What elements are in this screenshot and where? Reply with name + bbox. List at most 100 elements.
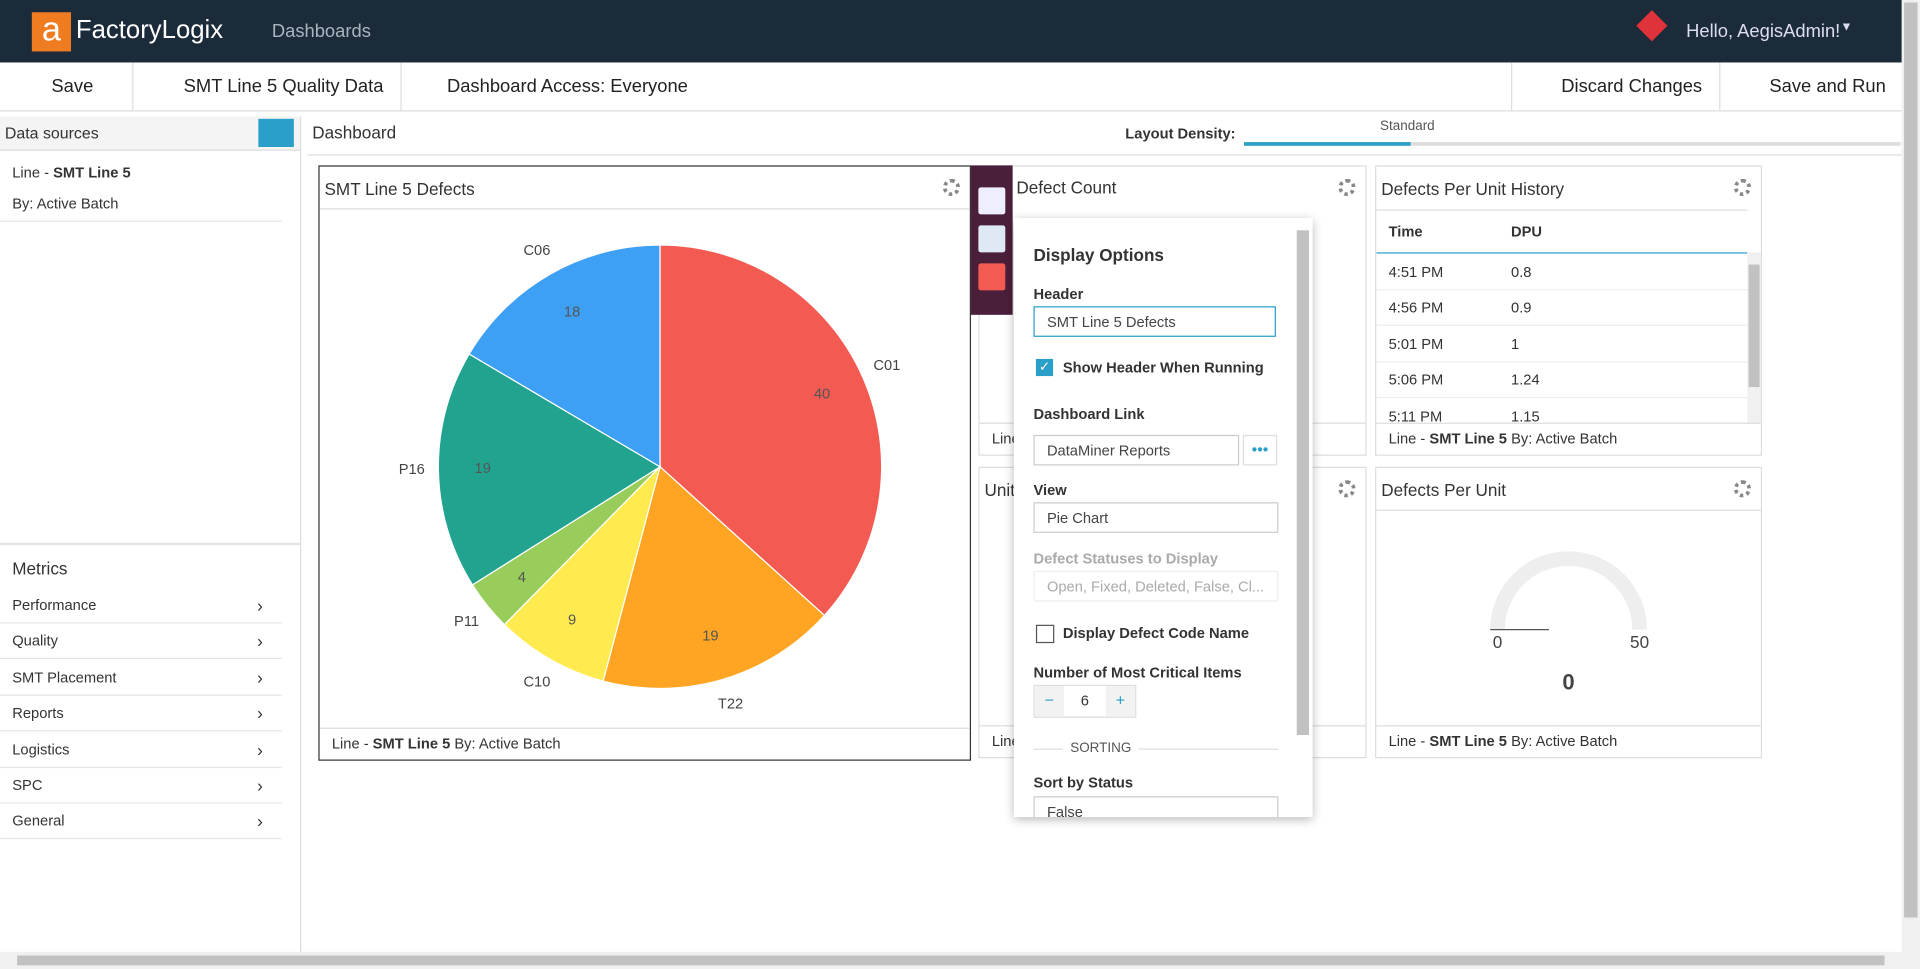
pie-slice — [659, 244, 883, 617]
metric-item[interactable]: SMT Placement — [0, 660, 282, 696]
column-header: DPU — [1511, 222, 1543, 241]
footer-line: SMT Line 5 — [1429, 429, 1507, 448]
widget-header: Defect Count — [1016, 177, 1117, 198]
save-button[interactable]: Save — [0, 62, 134, 111]
critical-value[interactable]: 6 — [1080, 692, 1089, 710]
field-label: Number of Most Critical Items — [1033, 663, 1242, 682]
source-line[interactable]: Line - SMT Line 5 — [12, 164, 130, 181]
dashboard-name[interactable]: SMT Line 5 Quality Data — [135, 62, 402, 111]
metric-item[interactable]: Quality — [0, 624, 282, 660]
gauge: 0 50 0 — [1490, 551, 1649, 695]
link-browse-button[interactable]: ••• — [1242, 434, 1278, 466]
save-run-button[interactable]: Save and Run — [1769, 75, 1886, 97]
notification-icon[interactable] — [1636, 10, 1668, 42]
chevron: › — [257, 775, 263, 796]
slice-category-label: P16 — [399, 462, 425, 478]
scrollbar[interactable] — [1296, 230, 1309, 736]
pie-chart: 40 C01 19 T22 9 C10 4 P11 19 P16 18 C06 — [399, 243, 901, 713]
widget-header: Defects Per Unit — [1381, 480, 1507, 500]
sidebar-header — [0, 116, 301, 151]
sort-select[interactable]: False — [1033, 796, 1279, 818]
metric-item[interactable]: General — [0, 804, 282, 840]
decrement-button[interactable]: − — [1034, 686, 1065, 717]
settings-icon[interactable] — [1733, 178, 1752, 196]
widget-pie[interactable]: SMT Line 5 Defects 40 C01 19 T22 9 C10 4 P11 19 P… — [318, 165, 972, 761]
table-cell: 1.15 — [1511, 407, 1540, 425]
density-slider[interactable] — [1244, 142, 1901, 146]
table-cell: 4:51 PM — [1388, 263, 1444, 281]
source-prefix: Line - — [12, 164, 54, 182]
scrollbar[interactable] — [1747, 252, 1761, 424]
metric-item[interactable]: Logistics — [0, 732, 282, 768]
logo[interactable]: a — [31, 12, 72, 52]
footer-by: By: Active Batch — [1506, 732, 1618, 750]
slice-category-label: T22 — [718, 697, 743, 713]
widget-footer: Line - SMT Line 5 By: Active Batch — [1376, 725, 1761, 757]
settings-icon[interactable] — [1338, 178, 1356, 196]
settings-icon[interactable] — [1733, 480, 1752, 498]
widget-header: SMT Line 5 Defects — [324, 178, 475, 199]
h-scrollbar[interactable] — [0, 951, 1902, 969]
pie-slice — [437, 353, 662, 586]
footer-prefix: Line - — [1388, 732, 1430, 750]
footer-prefix: Line - — [331, 735, 373, 753]
dashboard-access[interactable]: Dashboard Access: Everyone — [446, 75, 688, 97]
table-cell: 5:11 PM — [1388, 407, 1443, 425]
pie-slice — [468, 244, 661, 468]
options-button[interactable] — [978, 225, 1006, 253]
section-title: SORTING — [1062, 741, 1139, 756]
checkbox[interactable] — [1035, 624, 1055, 644]
user-menu[interactable]: Hello, AegisAdmin! — [1686, 20, 1841, 42]
slice-value-label: 4 — [518, 570, 526, 586]
add-source-button[interactable] — [258, 118, 294, 147]
nav-dashboards[interactable]: Dashboards — [271, 20, 371, 42]
table: Time DPU 4:51 PM 0.8 4:56 PM 0.9 5:01 PM 1 5:06 … — [1376, 209, 1748, 425]
widget-footer: Line - SMT Line 5 By: Active Batch — [1376, 422, 1761, 455]
row-divider — [1376, 289, 1748, 291]
density-value: Standard — [1380, 118, 1435, 134]
divider — [1376, 509, 1761, 511]
divider — [0, 220, 282, 222]
data-button[interactable] — [978, 187, 1006, 215]
metric-item[interactable]: Performance — [0, 588, 282, 624]
increment-button[interactable]: + — [1105, 686, 1136, 717]
field-label: Header — [1033, 285, 1084, 303]
slice-value-label: 18 — [564, 305, 580, 321]
gauge-max: 50 — [1630, 632, 1649, 652]
table-cell: 5:01 PM — [1388, 335, 1444, 353]
footer-line: SMT Line 5 — [1429, 732, 1507, 750]
footer-prefix: Line - — [1388, 429, 1430, 448]
settings-icon[interactable] — [942, 178, 961, 196]
page-scrollbar[interactable] — [1901, 0, 1920, 969]
dashboard-title: Dashboard — [312, 122, 397, 143]
delete-button[interactable] — [978, 263, 1006, 291]
slice-value-label: 19 — [702, 629, 718, 645]
top-bar: a FactoryLogix Dashboards Hello, AegisAd… — [0, 0, 1920, 63]
settings-icon[interactable] — [1338, 480, 1356, 498]
row-divider — [1376, 397, 1748, 399]
checkbox-checked[interactable]: ✓ — [1035, 358, 1054, 377]
widget-footer: Line - SMT Line 5 By: Active Batch — [319, 727, 970, 760]
row-divider — [1376, 361, 1748, 363]
field-label: View — [1033, 481, 1067, 499]
slice-category-label: C10 — [523, 674, 550, 690]
panel-title: Display Options — [1033, 245, 1164, 265]
sidebar-title: Data sources — [4, 123, 99, 143]
checkbox-label: Display Defect Code Name — [1062, 624, 1250, 642]
field-label: Sort by Status — [1033, 774, 1134, 792]
field-label: Dashboard Link — [1033, 405, 1145, 423]
metric-item[interactable]: SPC — [0, 768, 282, 804]
chevron: › — [257, 739, 263, 760]
column-header: Time — [1388, 222, 1423, 241]
footer-by: By: Active Batch — [450, 735, 561, 753]
link-input[interactable]: DataMiner Reports — [1033, 434, 1240, 466]
gauge-value-label: 0 — [1562, 670, 1574, 695]
widget-dpu-history[interactable]: Defects Per Unit History Time DPU 4:51 PM 0… — [1375, 165, 1763, 456]
header-input[interactable]: SMT Line 5 Defects — [1033, 306, 1276, 337]
metric-item[interactable]: Reports — [0, 696, 282, 732]
number-stepper: − 6 + — [1033, 684, 1137, 718]
discard-button[interactable]: Discard Changes — [1511, 62, 1721, 111]
view-select[interactable]: Pie Chart — [1033, 502, 1279, 533]
widget-dpu[interactable]: Defects Per Unit 0 50 0 Line - SMT Line 5 … — [1375, 466, 1763, 759]
